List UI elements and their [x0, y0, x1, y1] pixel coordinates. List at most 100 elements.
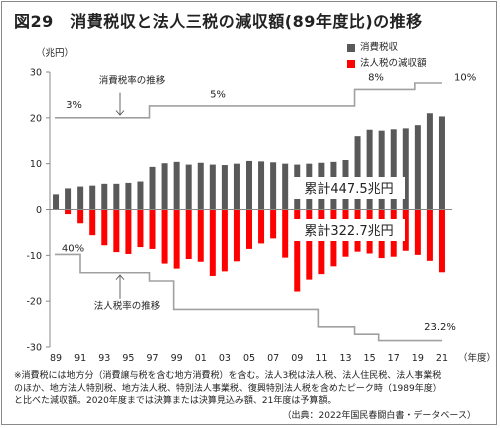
consumption-tax-bar: [113, 183, 120, 210]
consumption-tax-bar: [173, 161, 180, 210]
figure-title: 図29 消費税収と法人三税の減収額(89年度比)の推移: [14, 12, 423, 31]
x-tick-label: 17: [388, 353, 400, 364]
consumption-tax-bar: [53, 194, 60, 210]
corporate-tax-bar: [113, 209, 120, 253]
x-tick-label: 11: [315, 353, 327, 364]
corporate-tax-bar: [306, 209, 313, 280]
x-tick-label: 05: [243, 353, 255, 364]
y-tick-label: 0: [36, 205, 42, 216]
legend-swatch-corporate: [347, 60, 355, 68]
footnote-line: と比べた減収額。2020年度までは決算または決算見込み額、21年度は予算額。: [14, 396, 337, 406]
x-tick-label: 91: [74, 353, 86, 364]
corporate-tax-bar: [402, 209, 409, 251]
corporate-tax-bar: [137, 209, 144, 248]
consumption-tax-bar: [77, 186, 84, 210]
source-credit: （出典：2022年国民春闘白書・データベース）: [282, 411, 476, 421]
legend-label-consumption: 消費税収: [360, 42, 399, 53]
consumption-tax-bar: [209, 164, 216, 210]
corporate-rate-label: 23.2%: [424, 322, 456, 333]
consumption-tax-bar: [125, 182, 132, 210]
footnote-line: のほか、地方法人特別税、地方法人税、特別法人事業税、復興特別法人税を含めたピーク…: [14, 383, 442, 394]
corporate-tax-bar: [438, 209, 445, 273]
legend-label-corporate: 法人税の減収額: [360, 58, 427, 69]
corporate-rate-label: 40%: [62, 244, 84, 255]
corporate-tax-bar: [77, 209, 84, 224]
consumption-tax-bar: [101, 183, 108, 210]
legend-swatch-consumption: [347, 44, 355, 52]
consumption-rate-label: 10%: [454, 72, 476, 83]
consumption-tax-bar: [402, 128, 409, 210]
consumption-tax-bar: [414, 125, 421, 210]
corporate-tax-bar: [282, 209, 289, 258]
consumption-rate-caption: 消費税率の推移: [99, 74, 166, 86]
consumption-tax-bar: [65, 188, 72, 210]
total-consumption-label: 累計447.5兆円: [304, 181, 393, 197]
consumption-tax-bar: [366, 129, 373, 210]
consumption-rate-label: 5%: [210, 90, 226, 101]
total-consumption-box: [293, 177, 405, 199]
consumption-tax-bar: [221, 165, 228, 210]
consumption-tax-bar: [197, 162, 204, 210]
consumption-tax-rate-line: [55, 82, 442, 119]
x-tick-label: 13: [339, 353, 351, 364]
y-tick-label: -30: [26, 343, 42, 354]
y-tick-label: 30: [30, 68, 42, 79]
total-corporate-box: [293, 219, 405, 241]
corporate-tax-bar: [185, 209, 192, 259]
x-tick-label: 21: [436, 353, 448, 364]
x-axis-unit: （年度）: [458, 352, 496, 364]
consumption-tax-bar: [438, 116, 445, 210]
corporate-tax-bar: [125, 209, 132, 254]
x-tick-label: 03: [219, 353, 231, 364]
x-tick-label: 15: [364, 353, 376, 364]
corporate-tax-bar: [426, 209, 433, 261]
footnote-line: ※消費税には地方分（消費譲与税を含む地方消費税）を含む。法人3税は法人税、法人住…: [14, 371, 442, 381]
corporate-tax-bar: [197, 209, 204, 262]
corporate-tax-bar: [294, 209, 301, 292]
consumption-tax-bar: [426, 113, 433, 210]
consumption-tax-bar: [258, 161, 265, 210]
corporate-tax-bar: [89, 209, 96, 236]
y-tick-label: 20: [30, 113, 42, 124]
consumption-tax-bar: [149, 166, 156, 210]
corporate-tax-bar: [414, 209, 421, 255]
consumption-tax-bar: [270, 162, 277, 210]
x-tick-label: 07: [267, 353, 279, 364]
y-axis-unit: （兆円）: [36, 48, 75, 59]
corporate-tax-bar: [270, 209, 277, 239]
legend-item-corporate: 法人税の減収額: [347, 56, 427, 72]
corporate-tax-bar: [149, 209, 156, 249]
x-tick-label: 97: [146, 353, 158, 364]
legend: 消費税収 法人税の減収額: [347, 40, 427, 72]
corporate-tax-bar: [258, 209, 265, 244]
corporate-tax-bar: [161, 209, 168, 264]
corporate-tax-bar: [209, 209, 216, 276]
consumption-tax-bar: [161, 163, 168, 210]
corporate-tax-bar: [233, 209, 240, 262]
x-tick-label: 89: [50, 353, 62, 364]
x-tick-label: 01: [195, 353, 207, 364]
y-tick-label: 10: [30, 159, 42, 170]
y-tick-label: -20: [26, 297, 42, 308]
consumption-arrow-head: [115, 110, 125, 116]
x-tick-label: 19: [412, 353, 424, 364]
consumption-tax-bar: [378, 130, 385, 210]
consumption-tax-bar: [390, 129, 397, 210]
corporate-tax-rate-line: [55, 253, 442, 342]
consumption-tax-bar: [233, 163, 240, 210]
consumption-rate-label: 8%: [368, 72, 384, 83]
legend-item-consumption: 消費税収: [347, 40, 427, 56]
x-tick-label: 95: [122, 353, 134, 364]
x-tick-label: 09: [291, 353, 303, 364]
corporate-tax-bar: [246, 209, 252, 249]
corporate-tax-bar: [101, 209, 108, 246]
y-tick-label: -10: [26, 251, 42, 262]
x-tick-label: 93: [98, 353, 110, 364]
consumption-tax-bar: [246, 160, 252, 210]
consumption-rate-label: 3%: [66, 100, 82, 111]
footnote: ※消費税には地方分（消費譲与税を含む地方消費税）を含む。法人3税は法人税、法人住…: [14, 370, 490, 408]
corporate-arrow-head: [115, 274, 125, 280]
corporate-rate-caption: 法人税率の推移: [94, 300, 161, 312]
